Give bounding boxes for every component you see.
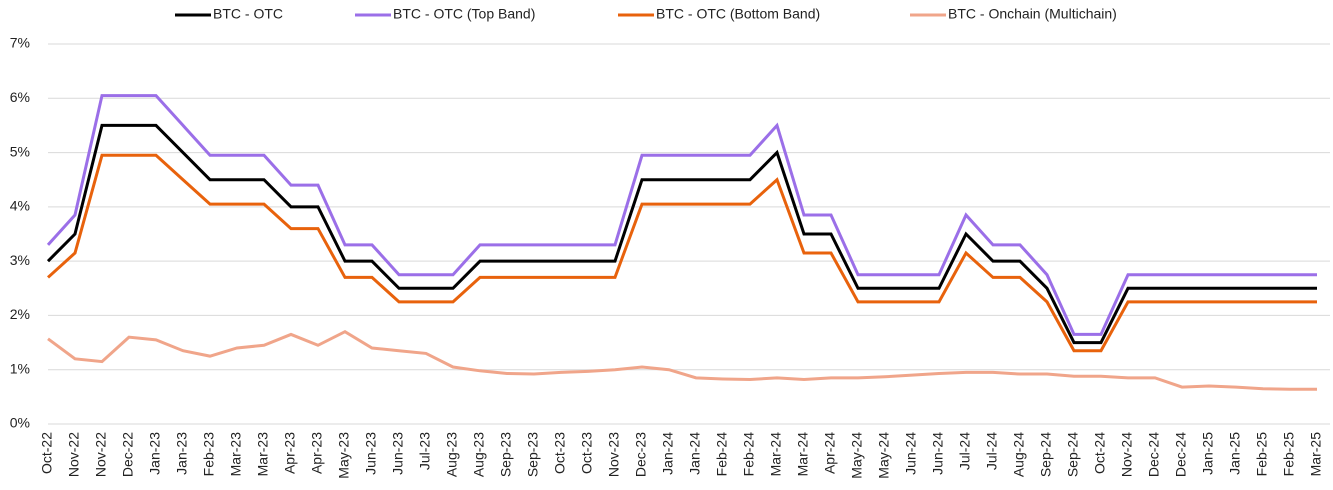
x-tick-label: Oct-24 (1092, 432, 1108, 474)
x-tick-label: Jun-23 (363, 432, 379, 475)
y-tick-label: 6% (10, 89, 30, 105)
x-tick-label: Sep-23 (498, 432, 514, 477)
x-tick-label: Dec-24 (1146, 432, 1162, 477)
x-tick-label: May-24 (849, 432, 865, 479)
y-tick-label: 2% (10, 306, 30, 322)
x-tick-label: Sep-24 (1038, 432, 1054, 477)
x-tick-label: Jul-24 (984, 432, 1000, 470)
x-tick-label: Nov-23 (606, 432, 622, 477)
series-line (47, 330, 1317, 391)
legend-label: BTC - OTC (Bottom Band) (656, 6, 820, 22)
y-tick-label: 4% (10, 198, 30, 214)
x-tick-label: Nov-24 (1119, 432, 1135, 477)
x-tick-label: Aug-23 (471, 432, 487, 477)
x-tick-label: Jan-24 (660, 432, 676, 475)
x-tick-label: Jan-23 (147, 432, 163, 475)
legend-label: BTC - Onchain (Multichain) (948, 6, 1117, 22)
x-tick-label: Jan-25 (1227, 432, 1243, 475)
x-tick-label: Jun-23 (390, 432, 406, 475)
x-tick-label: Feb-24 (741, 432, 757, 477)
legend-label: BTC - OTC (Top Band) (393, 6, 535, 22)
x-tick-label: Jul-23 (417, 432, 433, 470)
series-line (46, 94, 1317, 336)
x-tick-label: Oct-22 (39, 432, 55, 474)
y-tick-label: 7% (10, 35, 30, 51)
x-tick-label: Mar-24 (795, 432, 811, 477)
x-tick-label: Nov-22 (66, 432, 82, 477)
x-tick-label: Mar-25 (1308, 432, 1324, 477)
x-tick-label: Apr-23 (282, 432, 298, 474)
x-tick-label: Dec-23 (633, 432, 649, 477)
legend-label: BTC - OTC (213, 6, 283, 22)
x-tick-label: Mar-23 (228, 432, 244, 477)
y-tick-label: 1% (10, 360, 30, 376)
x-tick-label: Dec-24 (1173, 432, 1189, 477)
y-tick-label: 3% (10, 252, 30, 268)
x-tick-label: Mar-23 (255, 432, 271, 477)
x-tick-label: Apr-23 (309, 432, 325, 474)
x-tick-label: Jan-23 (174, 432, 190, 475)
x-tick-label: Jan-24 (687, 432, 703, 475)
x-tick-label: Jul-24 (957, 432, 973, 470)
x-tick-label: Jun-24 (903, 432, 919, 475)
x-tick-label: Feb-25 (1281, 432, 1297, 477)
series-line (46, 153, 1317, 353)
x-tick-label: Mar-24 (768, 432, 784, 477)
x-tick-label: Feb-24 (714, 432, 730, 477)
x-tick-label: Nov-22 (93, 432, 109, 477)
series-line (46, 123, 1317, 345)
x-tick-label: Oct-23 (552, 432, 568, 474)
x-tick-label: Dec-22 (120, 432, 136, 477)
x-tick-label: May-23 (336, 432, 352, 479)
x-tick-label: Aug-24 (1011, 432, 1027, 477)
x-tick-label: Jun-24 (930, 432, 946, 475)
y-tick-label: 5% (10, 143, 30, 159)
x-tick-label: Oct-23 (579, 432, 595, 474)
y-tick-label: 0% (10, 415, 30, 431)
x-tick-label: Apr-24 (822, 432, 838, 474)
x-tick-label: Feb-25 (1254, 432, 1270, 477)
x-tick-label: May-24 (876, 432, 892, 479)
x-tick-label: Sep-24 (1065, 432, 1081, 477)
x-tick-label: Jan-25 (1200, 432, 1216, 475)
x-tick-label: Sep-23 (525, 432, 541, 477)
x-tick-label: Feb-23 (201, 432, 217, 477)
x-tick-label: Aug-23 (444, 432, 460, 477)
